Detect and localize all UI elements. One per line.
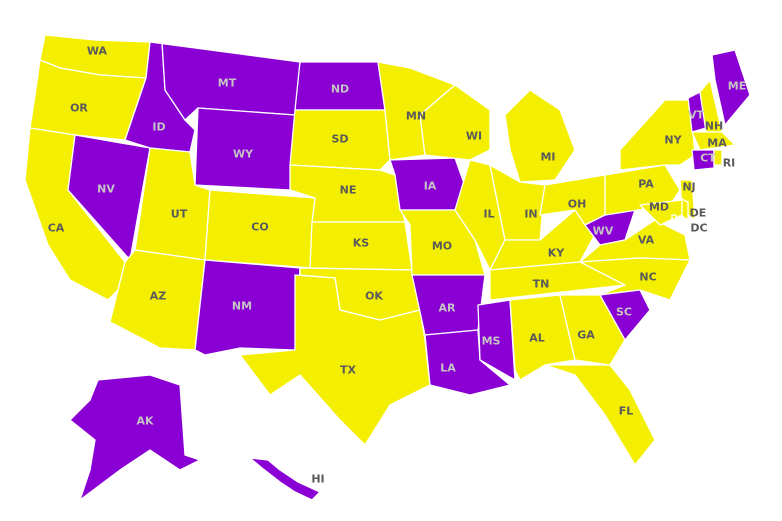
state-nm[interactable] xyxy=(194,259,301,356)
state-ny[interactable] xyxy=(619,99,696,171)
state-ma[interactable] xyxy=(691,131,736,151)
state-wv[interactable] xyxy=(584,209,636,246)
state-hi[interactable] xyxy=(249,457,321,501)
state-md[interactable] xyxy=(639,199,683,226)
state-ct[interactable] xyxy=(691,149,715,171)
state-ga[interactable] xyxy=(559,294,626,366)
state-ak[interactable] xyxy=(69,374,201,501)
state-nc[interactable] xyxy=(579,257,691,301)
state-dc[interactable] xyxy=(671,214,677,220)
state-la[interactable] xyxy=(424,329,511,396)
state-nd[interactable] xyxy=(294,61,386,111)
state-fl[interactable] xyxy=(544,364,656,466)
state-tx[interactable] xyxy=(239,274,431,446)
state-sd[interactable] xyxy=(289,109,391,171)
state-wi[interactable] xyxy=(419,84,491,161)
state-ri[interactable] xyxy=(713,149,723,166)
state-mi[interactable] xyxy=(504,89,576,183)
state-ms[interactable] xyxy=(477,299,516,381)
state-ar[interactable] xyxy=(411,274,486,336)
state-ks[interactable] xyxy=(309,221,413,271)
state-az[interactable] xyxy=(109,249,206,351)
state-co[interactable] xyxy=(204,189,316,269)
state-wy[interactable] xyxy=(194,107,296,191)
state-me[interactable] xyxy=(711,49,751,126)
